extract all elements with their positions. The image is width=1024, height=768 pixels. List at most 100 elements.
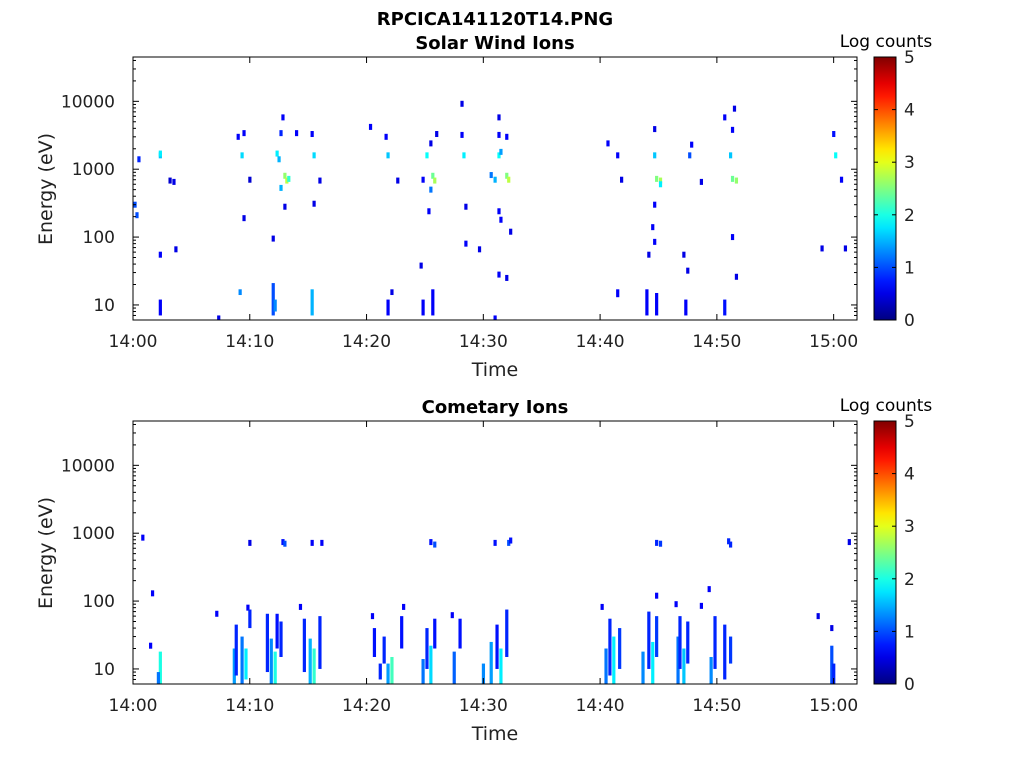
heatmap-stripe (382, 636, 386, 664)
heatmap-cell (686, 267, 690, 274)
y-tick-label: 10000 (61, 456, 115, 476)
heatmap-cell (283, 540, 287, 547)
heatmap-stripe (429, 645, 433, 684)
heatmap-cell (728, 541, 733, 548)
heatmap-cell (460, 131, 464, 138)
y-tick-label: 10000 (61, 92, 115, 112)
y-tick-label: 1000 (72, 524, 115, 544)
heatmap-stripe (686, 621, 690, 664)
heatmap-stripe (489, 641, 493, 684)
heatmap-cell (727, 538, 731, 545)
heatmap-cell (283, 203, 287, 210)
heatmap-stripe (244, 648, 248, 680)
heatmap-stripe (158, 651, 162, 684)
heatmap-cell (312, 152, 316, 159)
heatmap-cell (493, 539, 497, 546)
heatmap-cell (168, 177, 172, 184)
heatmap-stripe (608, 618, 612, 676)
heatmap-cell (816, 613, 820, 620)
heatmap-cell (820, 245, 824, 252)
heatmap-stripe (279, 621, 283, 657)
heatmap-cell (497, 271, 501, 278)
heatmap-cell (298, 603, 303, 610)
heatmap-cell (699, 178, 704, 185)
heatmap-cell (149, 642, 153, 649)
heatmap-cell (135, 212, 139, 219)
colorbar-tick-label: 3 (904, 153, 915, 173)
heatmap-stripe (400, 616, 404, 649)
heatmap-stripe (372, 628, 377, 657)
heatmap-stripe (728, 636, 733, 664)
heatmap-stripe (240, 636, 244, 684)
heatmap-cell (460, 100, 464, 107)
y-tick-label: 100 (83, 592, 115, 612)
heatmap-stripe (390, 289, 394, 296)
heatmap-cell (368, 123, 373, 130)
heatmap-stripe (647, 611, 651, 669)
heatmap-cell (620, 176, 624, 183)
heatmap-stripe (158, 299, 162, 316)
heatmap-cell (285, 177, 289, 184)
panel2-colorbar-label: Log counts (840, 396, 933, 416)
heatmap-cell (240, 152, 244, 159)
heatmap-cell (277, 156, 281, 163)
plot-frame (132, 420, 858, 685)
heatmap-stripe (275, 613, 279, 649)
colorbar-tick-label: 1 (904, 258, 915, 278)
heatmap-cell (658, 540, 663, 547)
heatmap-stripe (378, 663, 382, 680)
colorbar-tick-label: 5 (904, 412, 915, 432)
panel1-colorbar: 0 1 2 3 4 5 (873, 48, 915, 331)
colorbar-tick-label: 5 (904, 48, 915, 68)
x-tick-label: 14:30 (459, 696, 508, 716)
heatmap-cell (653, 238, 657, 245)
heatmap-cell (281, 114, 285, 121)
heatmap-stripe (641, 651, 645, 684)
heatmap-cell (462, 152, 466, 159)
heatmap-cell (433, 541, 437, 548)
heatmap-stripe (723, 624, 727, 680)
figure-title: RPCICA141120T14.PNG (377, 9, 613, 30)
heatmap-stripe (678, 616, 682, 669)
panel1-x-label: Time (471, 359, 519, 381)
heatmap-cell (606, 140, 610, 147)
heatmap-cell (158, 251, 162, 258)
heatmap-cell (493, 176, 497, 183)
heatmap-cell (655, 592, 659, 599)
heatmap-stripe (318, 616, 322, 669)
heatmap-cell (509, 228, 513, 235)
heatmap-cell (236, 133, 240, 140)
heatmap-cell (429, 186, 433, 193)
heatmap-cell (402, 603, 406, 610)
heatmap-stripe (830, 645, 834, 684)
heatmap-cell (174, 246, 178, 253)
heatmap-cell (734, 273, 739, 280)
heatmap-stripe (682, 648, 686, 684)
heatmap-cell (658, 177, 663, 184)
heatmap-stripe (421, 299, 425, 316)
heatmap-cell (396, 177, 400, 184)
x-tick-label: 14:30 (459, 332, 508, 352)
heatmap-cell (242, 215, 246, 222)
heatmap-stripe (495, 624, 499, 669)
heatmap-cell (287, 175, 291, 182)
y-tick-label: 10 (93, 296, 115, 316)
heatmap-cell (682, 251, 686, 258)
heatmap-cell (435, 131, 439, 138)
colorbar-tick-label: 2 (904, 206, 915, 226)
cometary-axes: 14:00 14:10 14:20 14:30 14:40 14:50 15:00 10 100… (61, 420, 858, 716)
heatmap-stripe (238, 289, 242, 296)
panel1-colorbar-label: Log counts (840, 32, 933, 52)
heatmap-cell (655, 175, 659, 182)
colorbar-tick-label: 4 (904, 101, 915, 121)
heatmap-cell (730, 175, 735, 182)
y-tick-label: 10 (93, 660, 115, 680)
heatmap-cell (141, 534, 145, 541)
heatmap-cell (830, 625, 834, 632)
heatmap-stripe (832, 663, 836, 684)
heatmap-stripe (499, 648, 503, 684)
heatmap-stripe (655, 616, 659, 657)
heatmap-cell (499, 148, 503, 155)
heatmap-stripe (655, 292, 659, 316)
heatmap-cell (429, 140, 433, 147)
